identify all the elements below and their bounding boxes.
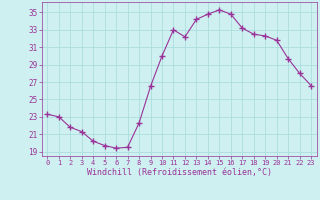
- X-axis label: Windchill (Refroidissement éolien,°C): Windchill (Refroidissement éolien,°C): [87, 168, 272, 177]
